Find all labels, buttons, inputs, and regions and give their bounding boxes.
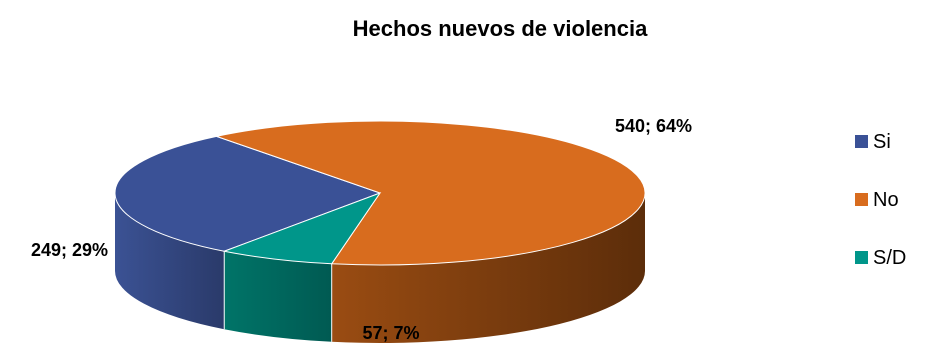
data-label-no: 540; 64% [615, 116, 692, 136]
pie-side-sd [224, 251, 332, 342]
pie-group [114, 120, 646, 343]
legend-label-si: Si [873, 131, 891, 153]
legend-swatch-no [855, 193, 868, 206]
pie-slice-si [114, 135, 382, 252]
pie-slice-sd [222, 191, 382, 265]
chart-title: Hechos nuevos de violencia [353, 16, 648, 41]
legend: Si No S/D [855, 131, 906, 269]
legend-label-sd: S/D [873, 247, 906, 269]
legend-label-no: No [873, 189, 899, 211]
pie-side-no [331, 193, 645, 343]
data-labels: 249; 29% 540; 64% 57; 7% [31, 116, 692, 343]
legend-swatch-si [855, 135, 868, 148]
legend-swatch-sd [855, 251, 868, 264]
pie-side-si [115, 193, 225, 330]
data-label-si: 249; 29% [31, 240, 108, 260]
data-label-sd: 57; 7% [362, 323, 419, 343]
pie-slice-no [214, 120, 646, 266]
